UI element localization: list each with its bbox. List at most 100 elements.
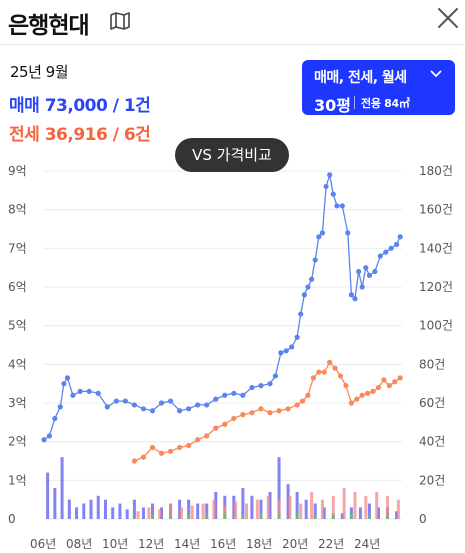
y-right-tick-label: 120건 xyxy=(419,280,453,294)
area-filter-button[interactable]: 매매, 전세, 월세 30평 전용 84㎡ xyxy=(302,60,455,115)
lease_volume-bar xyxy=(212,499,216,519)
x-tick-label: 20년 xyxy=(282,537,308,551)
trade-point xyxy=(52,415,58,422)
trade-point xyxy=(258,383,264,389)
lease-point xyxy=(370,388,376,394)
lease_volume-bar xyxy=(277,499,281,519)
trade-point xyxy=(330,191,336,197)
lease-point xyxy=(348,400,354,406)
filter-separator xyxy=(354,96,355,109)
lease-point xyxy=(365,390,371,396)
trade_volume-bar xyxy=(259,499,263,519)
lease_volume-bar xyxy=(396,499,400,519)
trade_volume-bar xyxy=(376,507,380,519)
trade-point xyxy=(158,400,165,406)
trade-point xyxy=(249,384,255,391)
trade-point xyxy=(64,375,71,381)
lease_volume-bar xyxy=(169,503,173,519)
lease_volume-bar xyxy=(136,511,140,519)
trade_volume-bar xyxy=(241,488,245,519)
monthly_volume-bar xyxy=(313,515,317,519)
trade-point xyxy=(278,350,284,356)
filter-size-label: 30평 xyxy=(314,96,351,115)
monthly_volume-bar xyxy=(367,515,371,519)
trade_volume-bar xyxy=(313,503,317,519)
y-left-tick-label: 9억 xyxy=(8,164,27,178)
lease-point xyxy=(222,421,228,427)
trade_volume-bar xyxy=(304,499,308,519)
trade-point xyxy=(363,265,369,271)
monthly_volume-bar xyxy=(241,515,245,519)
trade-point xyxy=(204,402,210,408)
trade-point xyxy=(383,249,389,255)
page-title: 은행현대 xyxy=(8,13,90,39)
trade-point xyxy=(372,268,378,275)
lease-point xyxy=(316,369,322,375)
x-tick-label: 10년 xyxy=(102,537,128,551)
trade_volume-bar xyxy=(295,491,299,519)
trade-point xyxy=(301,292,307,298)
trade-point xyxy=(294,334,300,340)
close-icon[interactable] xyxy=(436,6,460,30)
x-tick-label: 14년 xyxy=(174,537,200,551)
y-left-tick-label: 5억 xyxy=(8,319,27,333)
trade-point xyxy=(334,203,340,209)
map-icon[interactable] xyxy=(109,11,131,31)
y-right-tick-label: 180건 xyxy=(419,164,453,178)
lease-point xyxy=(195,437,201,443)
lease-point xyxy=(375,384,382,391)
lease_volume-bar xyxy=(190,505,194,519)
y-right-tick-label: 0 xyxy=(419,512,427,526)
trade-point xyxy=(113,398,119,404)
trade-point xyxy=(393,241,400,248)
trade-point xyxy=(213,396,219,402)
monthly_volume-bar xyxy=(386,515,390,519)
trade-point xyxy=(312,257,318,263)
lease-point xyxy=(140,454,147,460)
trade-point xyxy=(298,311,304,317)
lease-point xyxy=(240,412,246,418)
y-right-tick-label: 140건 xyxy=(419,241,453,255)
x-tick-label: 24년 xyxy=(354,537,380,551)
trade-point xyxy=(77,388,83,394)
trade_volume-bar xyxy=(178,499,182,519)
trade-line xyxy=(43,174,401,441)
lease-point xyxy=(294,402,300,408)
trade_volume-bar xyxy=(358,507,362,519)
trade-point xyxy=(41,437,47,443)
x-tick-label: 22년 xyxy=(318,537,344,551)
trade-point xyxy=(122,398,128,404)
trade-point xyxy=(348,292,354,298)
lease_volume-bar xyxy=(353,491,357,519)
trade_volume-bar xyxy=(160,507,164,519)
trade-point xyxy=(231,390,237,396)
lease-point xyxy=(177,444,183,451)
lease_volume-bar xyxy=(331,495,335,519)
lease-point xyxy=(299,398,306,404)
trade-point xyxy=(70,392,76,398)
trade_volume-bar xyxy=(196,503,200,519)
y-right-tick-label: 160건 xyxy=(419,203,453,217)
trade_volume-bar xyxy=(205,503,209,519)
summary-date: 25년 9월 xyxy=(10,63,69,81)
lease_volume-bar xyxy=(386,495,390,519)
trade-point xyxy=(104,404,110,410)
x-tick-label: 18년 xyxy=(246,537,272,551)
trade-point xyxy=(305,284,311,290)
trade_volume-bar xyxy=(277,457,281,519)
vs-compare-button[interactable]: VS 가격비교 xyxy=(175,138,289,172)
filter-type-label: 매매, 전세, 월세 xyxy=(314,70,407,86)
trade-point xyxy=(46,433,53,439)
trade-point xyxy=(339,203,345,209)
trade_volume-bar xyxy=(46,472,50,519)
y-left-tick-label: 7억 xyxy=(8,241,27,255)
trade_volume-bar xyxy=(268,491,272,519)
lease-line xyxy=(134,361,401,462)
trade-summary: 매매 73,000 / 1건 xyxy=(9,96,151,116)
lease_volume-bar xyxy=(223,505,227,519)
trade_volume-bar xyxy=(250,495,254,519)
lease-point xyxy=(258,406,264,412)
trade-point xyxy=(149,408,156,414)
monthly_volume-bar xyxy=(349,513,353,519)
trade_volume-bar xyxy=(67,499,71,519)
